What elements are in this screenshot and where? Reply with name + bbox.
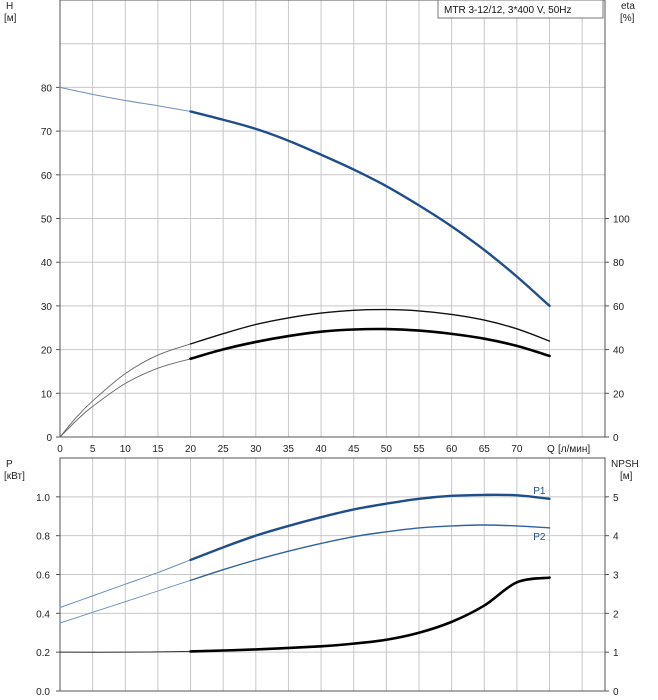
bottom-right-axis-unit: [м]: [620, 471, 633, 482]
bottom-left-tick-label: 0.8: [36, 532, 50, 543]
curve-npsh: [189, 576, 551, 653]
x-tick-label: 5: [90, 444, 96, 455]
chart-title: MTR 3-12/12, 3*400 V, 50Hz: [444, 5, 571, 16]
curve-p2-extrapolated: [59, 579, 191, 624]
x-tick-label: 35: [283, 444, 295, 455]
top-right-tick-label: 20: [613, 389, 625, 400]
tick-labels: 0 5 10 15 20 25 30 35 40 45 50 55 60 65 70010203040506…: [36, 83, 630, 698]
x-axis-unit: [л/мин]: [558, 444, 590, 455]
bottom-right-tick-label: 0: [613, 687, 619, 698]
top-right-axis-unit: [%]: [620, 13, 635, 24]
bottom-panel-grid: [59, 457, 605, 692]
x-tick-label: 65: [479, 444, 491, 455]
x-tick-label: 30: [250, 444, 262, 455]
curve-npsh-extrapolated: [59, 650, 192, 653]
top-left-tick-label: 80: [41, 83, 53, 94]
bottom-right-tick-label: 3: [613, 571, 619, 582]
bottom-right-axis-label: NPSH: [611, 459, 639, 470]
bottom-right-tick-label: 5: [613, 493, 619, 504]
top-left-tick-label: 30: [41, 302, 53, 313]
curve-eta-extrapolated: [59, 343, 191, 438]
x-tick-label: 50: [381, 444, 393, 455]
x-tick-label: 40: [316, 444, 328, 455]
curve-eta: [189, 308, 551, 345]
bottom-left-tick-label: 1.0: [36, 493, 50, 504]
top-left-tick-label: 20: [41, 346, 53, 357]
top-right-axis-label: eta: [621, 1, 635, 12]
top-left-tick-label: 10: [41, 389, 53, 400]
legend-box: [437, 0, 604, 19]
bottom-left-tick-label: 0.6: [36, 571, 50, 582]
curve-eta-total-extrapolated: [59, 358, 191, 438]
curve-p1: [189, 493, 551, 562]
top-right-tick-label: 100: [613, 215, 630, 226]
series-label-p1: P1: [533, 486, 546, 497]
bottom-left-tick-label: 0.4: [36, 609, 50, 620]
x-tick-label: 60: [446, 444, 458, 455]
top-panel-grid: [59, 0, 605, 438]
top-left-tick-label: 40: [41, 258, 53, 269]
x-tick-label: 20: [185, 444, 197, 455]
bottom-left-axis-label: P: [6, 459, 13, 470]
x-axis-label: Q: [547, 444, 555, 455]
x-tick-label: 15: [152, 444, 164, 455]
bottom-right-tick-label: 1: [613, 648, 619, 659]
top-right-tick-label: 80: [613, 258, 625, 269]
top-right-tick-label: 0: [613, 433, 619, 444]
top-left-tick-label: 0: [46, 433, 52, 444]
top-left-tick-label: 60: [41, 171, 53, 182]
curves: [59, 86, 551, 653]
series-labels: P1 P2: [533, 486, 546, 543]
bottom-left-tick-label: 0.0: [36, 687, 50, 698]
curve-p1-extrapolated: [59, 559, 192, 609]
top-left-tick-label: 50: [41, 215, 53, 226]
top-right-tick-label: 40: [613, 346, 625, 357]
x-tick-label: 0: [57, 444, 63, 455]
top-left-tick-label: 70: [41, 127, 53, 138]
top-left-axis-label: H: [6, 1, 13, 12]
curve-p2: [189, 524, 551, 582]
curve-eta-total: [189, 327, 551, 361]
series-label-p2: P2: [533, 532, 546, 543]
bottom-right-tick-label: 4: [613, 532, 619, 543]
x-tick-label: 70: [511, 444, 523, 455]
x-tick-label: 55: [413, 444, 425, 455]
curve-h-extrapolated: [59, 86, 192, 112]
top-right-tick-label: 60: [613, 302, 625, 313]
x-tick-label: 25: [218, 444, 230, 455]
bottom-right-tick-label: 2: [613, 609, 619, 620]
top-left-axis-unit: [м]: [4, 13, 17, 24]
bottom-left-axis-unit: [кВт]: [4, 471, 25, 482]
x-tick-label: 45: [348, 444, 360, 455]
bottom-left-tick-label: 0.2: [36, 648, 50, 659]
x-tick-label: 10: [120, 444, 132, 455]
curve-h: [189, 110, 551, 308]
